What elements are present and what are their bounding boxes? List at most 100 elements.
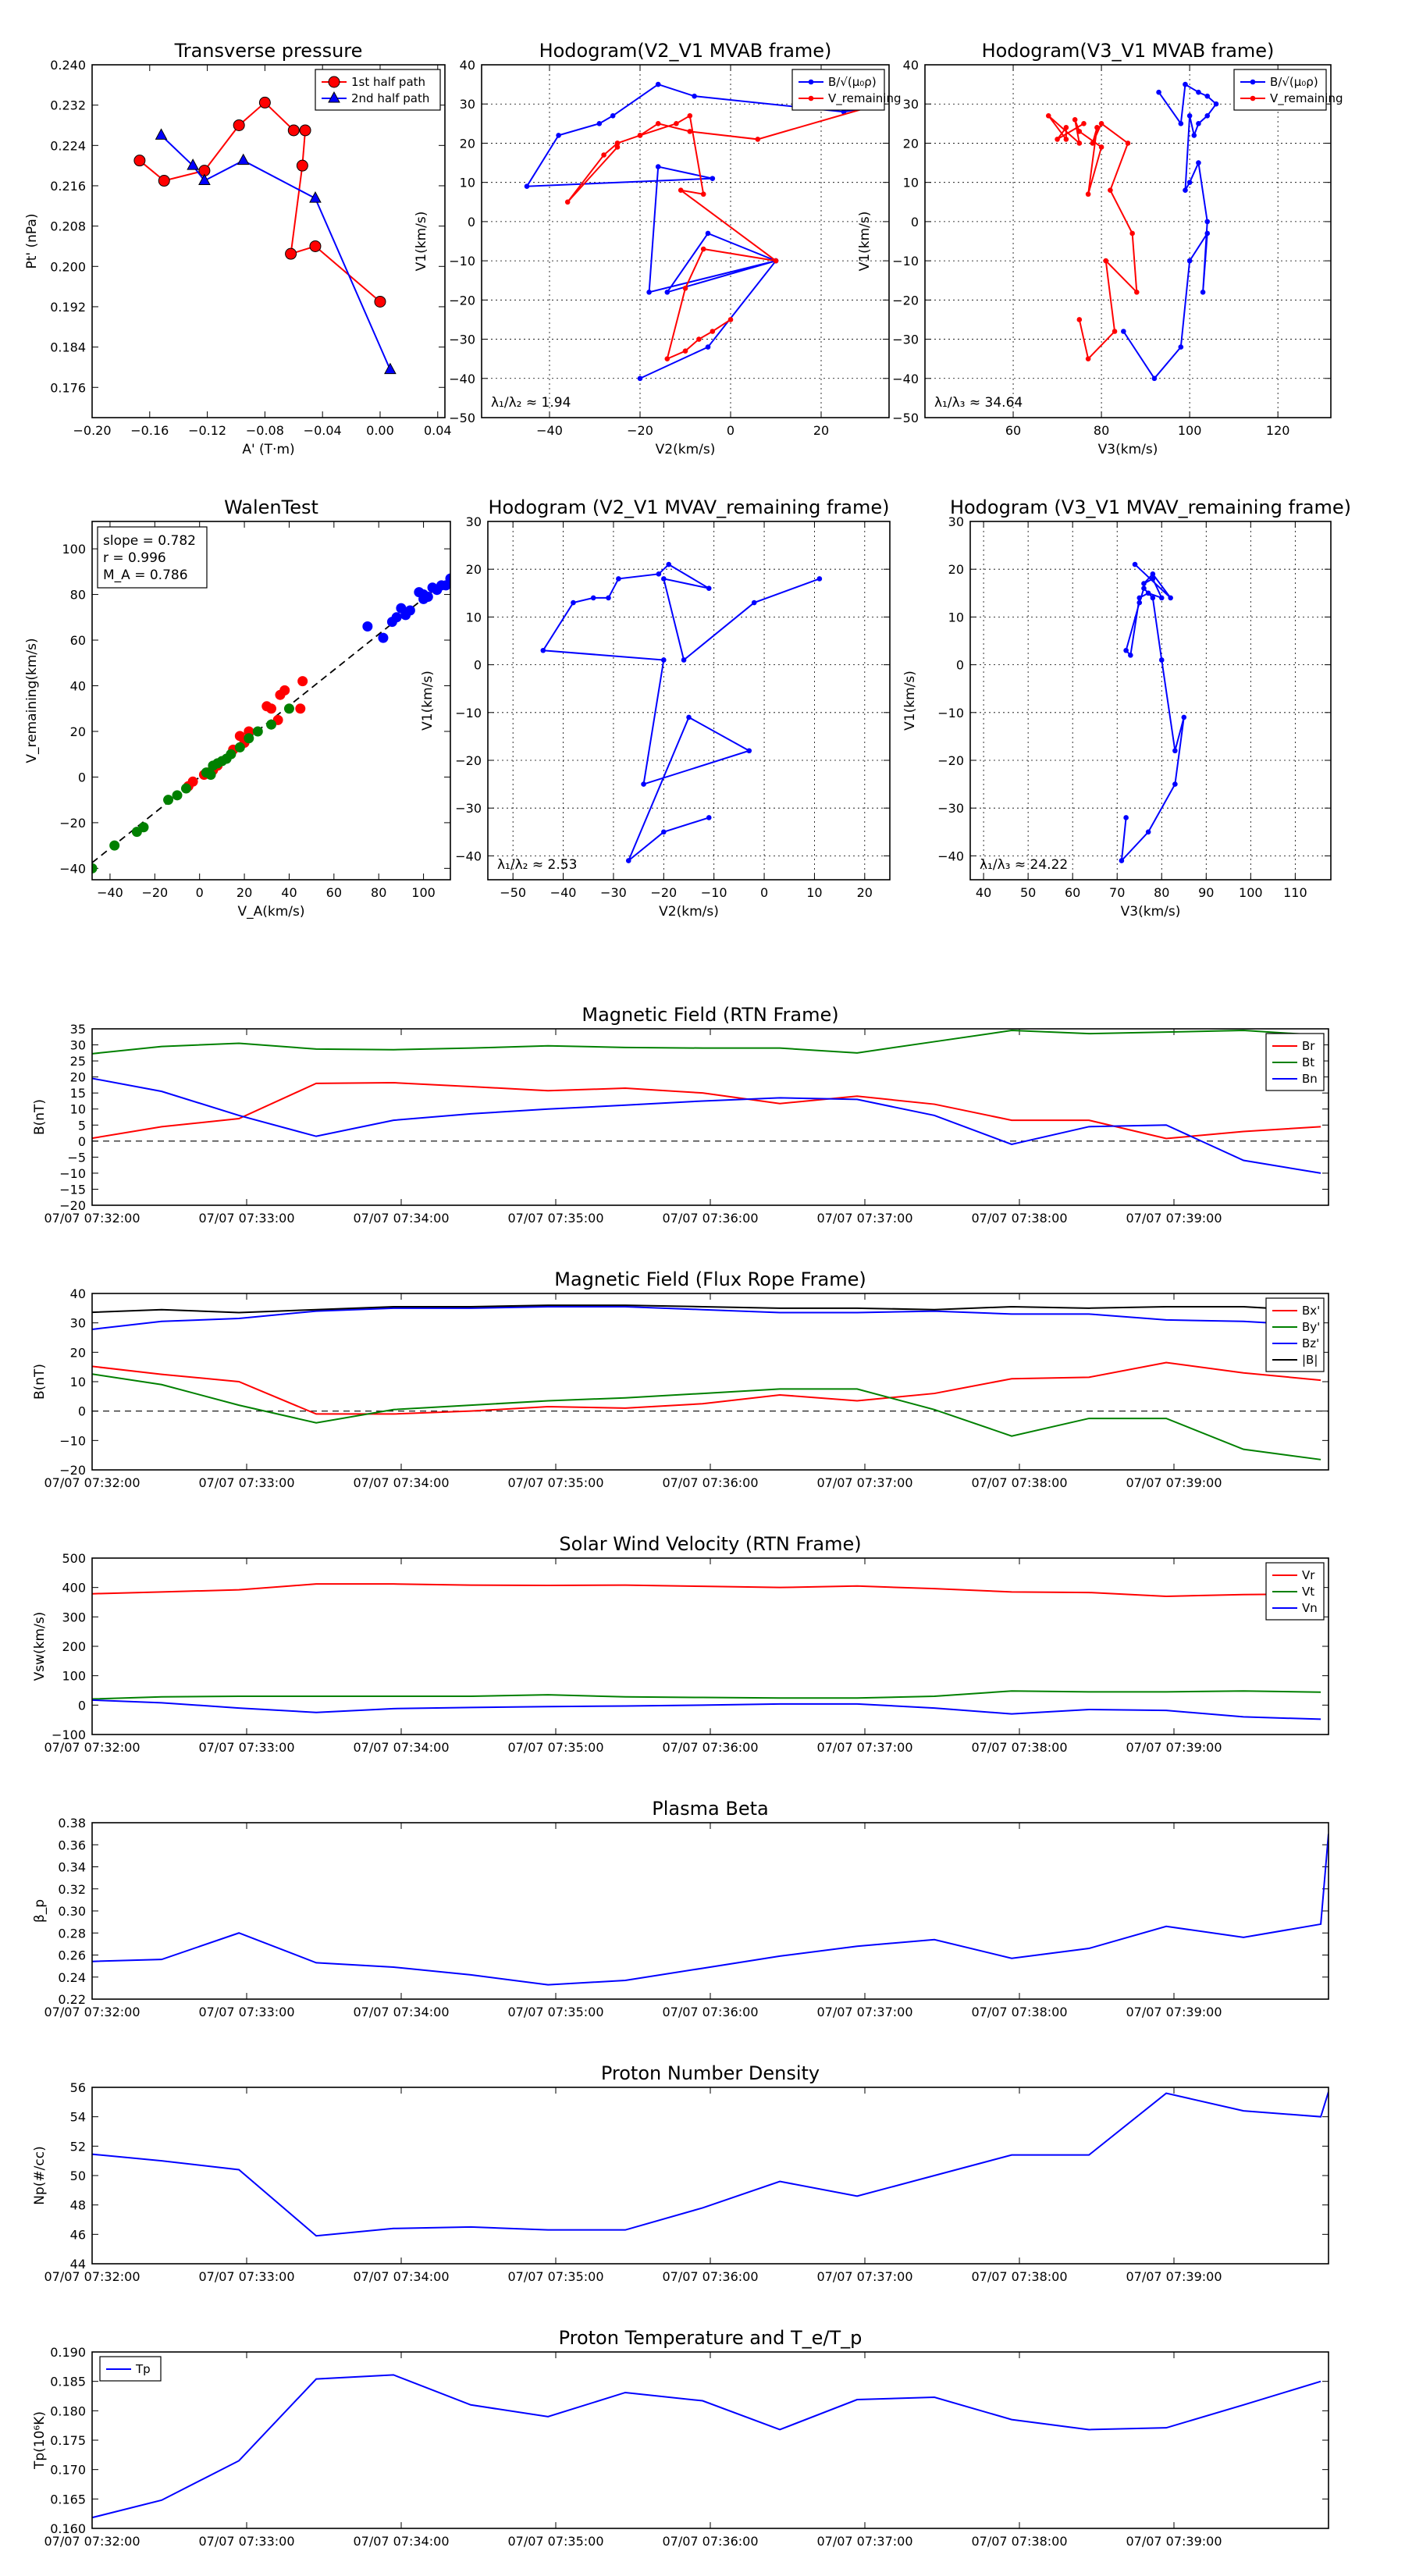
chart-8: 07/07 07:32:00 07/07 07:33:00 07/07 07:34:… [32,1533,1329,1755]
y-tick-label: −40 [449,372,475,386]
data-point [614,144,621,150]
plot-frame [91,2087,1329,2265]
chart-0: −0.20 −0.16 −0.12 −0.08 −0.04 0.00 0.04 0.176 0.… [24,40,452,457]
x-tick-label: 07/07 07:39:00 [1126,2534,1222,2549]
data-point [610,112,616,119]
x-tick-label: 07/07 07:34:00 [353,2269,449,2284]
series-line [92,1583,1321,1597]
series-line [92,1304,1321,1314]
x-tick-label: −0.04 [304,423,342,438]
legend-label: 1st half path [351,75,425,89]
data-point [1123,815,1129,820]
y-tick-label: 10 [948,610,964,624]
y-tick-label: −30 [892,333,919,347]
series-line [92,1690,1321,1700]
data-point [1150,576,1156,582]
x-tick-label: −50 [500,885,526,900]
y-axis-label: Tp(10⁶K) [32,2411,48,2470]
y-tick-label: 30 [460,97,475,112]
y-tick-label: 200 [62,1639,86,1654]
x-tick-label: 07/07 07:33:00 [198,2269,294,2284]
data-point [1145,829,1151,835]
data-point [258,96,271,109]
data-point [92,863,98,873]
data-point [244,733,254,744]
data-point [706,815,712,820]
data-point [1094,125,1100,130]
x-tick-label: −40 [550,885,577,900]
series-line [92,1699,1321,1720]
x-axis-label: V2(km/s) [656,442,716,457]
data-point [237,153,250,165]
plot-frame [91,1293,1329,1471]
chart-6: 07/07 07:32:00 07/07 07:33:00 07/07 07:34:… [32,1004,1329,1226]
data-point [1150,595,1156,601]
y-tick-label: 54 [70,2110,86,2125]
ratio-annotation: λ₁/λ₃ ≈ 24.22 [980,857,1068,873]
ratio-annotation: λ₁/λ₂ ≈ 1.94 [491,395,571,411]
legend-marker [328,76,340,88]
stats-line: slope = 0.782 [103,533,196,549]
data-point [706,585,712,591]
x-tick-label: −20 [627,423,653,438]
y-tick-label: 0.232 [50,98,86,113]
plot-frame [91,1822,1329,2000]
chart-3: −40 −20 0 20 40 60 80 100 −40 −20 0 20 40 60 80 100 Wale… [24,496,451,920]
y-tick-label: −10 [59,1433,86,1448]
data-point [187,158,199,170]
series-line [92,1373,1321,1461]
data-point [1063,125,1069,130]
data-point [705,344,711,350]
y-tick-label: 20 [70,1345,86,1360]
y-tick-label: −20 [59,816,86,831]
plot-frame [91,1028,1329,1206]
series-Vn [92,1699,1321,1720]
x-tick-label: 90 [1198,885,1214,900]
data-point [299,124,311,137]
y-tick-label: 15 [70,1086,86,1101]
legend: Bx' By' Bz' |B| [1265,1297,1325,1372]
data-point [696,336,702,342]
y-tick-label: −100 [52,1727,86,1742]
series-line [92,1077,1321,1174]
y-tick-label: −20 [892,293,919,308]
y-tick-label: 0 [78,1698,86,1713]
y-tick-label: 0.176 [50,380,86,395]
data-point [601,152,606,158]
data-point [655,81,661,87]
y-tick-label: 10 [70,1375,86,1389]
x-tick-label: 07/07 07:33:00 [198,1475,294,1490]
x-tick-label: 70 [1109,885,1125,900]
x-tick-label: 80 [371,885,386,900]
x-tick-label: 100 [411,885,436,900]
data-point [404,605,415,616]
x-tick-label: 0.04 [424,423,452,438]
y-tick-label: 300 [62,1610,86,1624]
data-point [641,781,646,787]
data-point [1158,657,1165,663]
y-axis-label: V1(km/s) [414,212,429,272]
chart-11: 07/07 07:32:00 07/07 07:33:00 07/07 07:34:… [32,2327,1329,2549]
stats-line: r = 0.996 [103,550,166,566]
data-point [1158,595,1165,601]
plot-area [92,2374,1321,2519]
y-tick-label: 0 [78,1404,86,1419]
data-point [187,776,198,787]
data-point [666,561,672,568]
data-point [1076,317,1083,322]
data-point [1125,141,1131,146]
data-point [686,714,692,720]
x-tick-label: 07/07 07:33:00 [198,1211,294,1226]
x-tick-label: 07/07 07:34:00 [353,1475,449,1490]
data-point [109,840,120,851]
data-point [687,112,693,119]
y-tick-label: −40 [59,861,86,876]
y-tick-label: 30 [70,1038,86,1053]
series-line [92,2374,1321,2519]
y-tick-label: 0 [468,215,475,229]
data-point [661,829,667,835]
x-tick-label: −30 [600,885,627,900]
y-tick-label: 40 [460,58,475,73]
chart-title: Plasma Beta [652,1798,768,1820]
